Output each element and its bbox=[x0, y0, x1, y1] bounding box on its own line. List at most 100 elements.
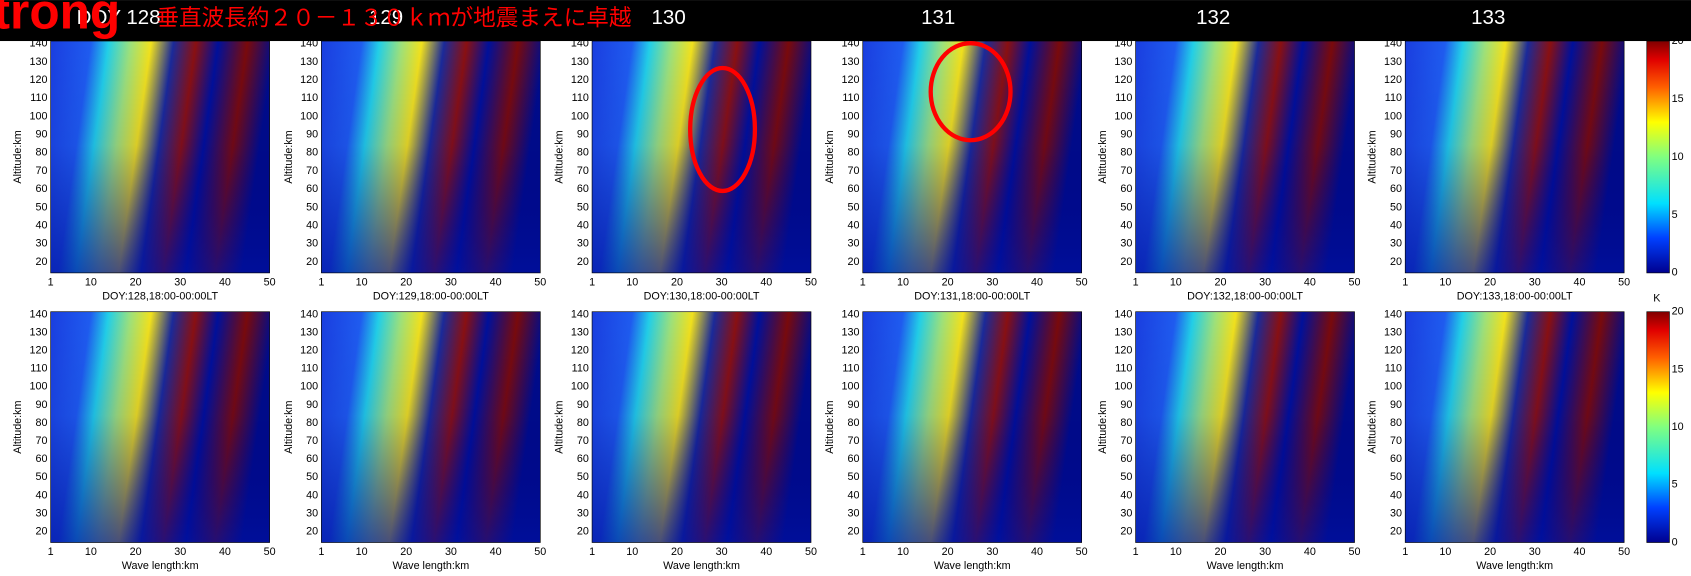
y-tick-label: 20 bbox=[1390, 256, 1402, 268]
y-tick-label: 30 bbox=[1390, 238, 1402, 250]
y-tick-label: 40 bbox=[577, 489, 589, 501]
y-tick-label: 40 bbox=[1120, 219, 1132, 231]
colorbar bbox=[1646, 311, 1670, 543]
x-tick-label: 40 bbox=[1573, 546, 1585, 558]
y-tick-label: 40 bbox=[35, 489, 47, 501]
y-tick-label: 100 bbox=[842, 110, 860, 122]
y-tick-label: 50 bbox=[1120, 201, 1132, 213]
y-tick-label: 70 bbox=[35, 165, 47, 177]
axes-frame bbox=[1135, 311, 1355, 543]
y-tick-label: 90 bbox=[1120, 129, 1132, 141]
x-tick-label: 10 bbox=[356, 276, 368, 288]
axes-frame bbox=[321, 40, 541, 274]
x-tick-label: 30 bbox=[716, 546, 728, 558]
colorbar-unit: K bbox=[1653, 293, 1661, 305]
x-tick-label: 20 bbox=[1214, 546, 1226, 558]
y-tick-label: 110 bbox=[301, 92, 318, 104]
y-axis-label: Altitude:km bbox=[1097, 400, 1109, 453]
y-tick-label: 30 bbox=[577, 507, 589, 519]
x-tick-label: 30 bbox=[986, 546, 998, 558]
y-tick-label: 60 bbox=[306, 453, 318, 465]
axes-frame bbox=[862, 40, 1083, 274]
x-tick-label: 20 bbox=[671, 276, 683, 288]
axes-frame bbox=[50, 40, 270, 274]
x-tick-label: 10 bbox=[897, 546, 909, 558]
axes-frame bbox=[321, 311, 541, 543]
y-tick-label: 30 bbox=[848, 507, 860, 519]
y-tick-label: 140 bbox=[29, 308, 47, 320]
y-tick-label: 80 bbox=[306, 147, 318, 159]
y-tick-label: 140 bbox=[842, 38, 860, 50]
x-tick-label: 10 bbox=[1170, 276, 1182, 288]
y-tick-label: 30 bbox=[35, 238, 47, 250]
heatmap-shade bbox=[592, 311, 811, 543]
y-tick-label: 70 bbox=[1390, 165, 1402, 177]
y-tick-label: 90 bbox=[1390, 129, 1402, 141]
x-tick-label: 40 bbox=[219, 546, 231, 558]
x-tick-label: 10 bbox=[897, 276, 909, 288]
y-tick-label: 30 bbox=[1120, 238, 1132, 250]
y-tick-label: 20 bbox=[35, 256, 47, 268]
y-tick-label: 110 bbox=[572, 363, 589, 375]
y-tick-label: 100 bbox=[1114, 110, 1132, 122]
y-tick-label: 30 bbox=[306, 507, 318, 519]
x-tick-label: 40 bbox=[1031, 276, 1043, 288]
y-axis-label: Altitude:km bbox=[283, 130, 295, 183]
x-tick-label: 50 bbox=[1618, 276, 1630, 288]
x-tick-label: 1 bbox=[1402, 276, 1408, 288]
y-tick-label: 130 bbox=[300, 56, 318, 68]
y-axis-label: Altitude:km bbox=[824, 130, 836, 183]
y-tick-label: 40 bbox=[1120, 489, 1132, 501]
y-tick-label: 50 bbox=[848, 471, 860, 483]
panel-title: 131 bbox=[921, 6, 955, 29]
x-axis-label: Wave length:km bbox=[392, 560, 469, 572]
y-tick-label: 60 bbox=[848, 183, 860, 195]
x-tick-label: 30 bbox=[445, 546, 457, 558]
x-tick-label: 1 bbox=[1133, 546, 1139, 558]
x-tick-label: 50 bbox=[805, 546, 817, 558]
x-tick-label: 10 bbox=[1170, 546, 1182, 558]
y-tick-label: 40 bbox=[577, 219, 589, 231]
x-tick-label: 1 bbox=[318, 546, 324, 558]
y-tick-label: 120 bbox=[1384, 74, 1402, 86]
y-tick-label: 80 bbox=[848, 417, 860, 429]
y-tick-label: 50 bbox=[306, 201, 318, 213]
x-tick-label: 20 bbox=[130, 546, 142, 558]
x-tick-label: 30 bbox=[174, 546, 186, 558]
x-tick-label: 30 bbox=[445, 276, 457, 288]
y-tick-label: 130 bbox=[1114, 326, 1132, 338]
panel-title: 129 bbox=[369, 6, 403, 29]
y-tick-label: 20 bbox=[1120, 256, 1132, 268]
y-tick-label: 70 bbox=[848, 165, 860, 177]
y-axis-label: Altitude:km bbox=[824, 400, 836, 453]
x-tick-label: 50 bbox=[264, 276, 276, 288]
y-tick-label: 50 bbox=[1390, 201, 1402, 213]
y-tick-label: 100 bbox=[300, 110, 318, 122]
y-tick-label: 130 bbox=[571, 56, 589, 68]
y-tick-label: 60 bbox=[1120, 453, 1132, 465]
y-axis-label: Altitude:km bbox=[554, 400, 566, 453]
y-tick-label: 90 bbox=[848, 129, 860, 141]
highlight-ellipse bbox=[688, 65, 758, 194]
y-tick-label: 140 bbox=[571, 308, 589, 320]
x-tick-label: 1 bbox=[589, 276, 595, 288]
y-tick-label: 60 bbox=[1390, 453, 1402, 465]
x-tick-label: 30 bbox=[716, 276, 728, 288]
y-tick-label: 140 bbox=[571, 38, 589, 50]
x-tick-label: 30 bbox=[1259, 276, 1271, 288]
x-tick-label: 1 bbox=[318, 276, 324, 288]
corner-mark: T bbox=[1567, 24, 1573, 35]
y-tick-label: 30 bbox=[848, 238, 860, 250]
heatmap-shade bbox=[1135, 311, 1355, 543]
x-axis-label: DOY:131,18:00-00:00LT bbox=[914, 290, 1030, 302]
y-tick-label: 120 bbox=[1384, 344, 1402, 356]
y-tick-label: 100 bbox=[571, 381, 589, 393]
y-tick-label: 30 bbox=[1120, 507, 1132, 519]
y-tick-label: 30 bbox=[306, 238, 318, 250]
overlay-big-text: trong bbox=[0, 0, 120, 39]
y-tick-label: 70 bbox=[1390, 435, 1402, 447]
y-tick-label: 60 bbox=[848, 453, 860, 465]
y-tick-label: 50 bbox=[577, 201, 589, 213]
y-tick-label: 140 bbox=[1114, 38, 1132, 50]
